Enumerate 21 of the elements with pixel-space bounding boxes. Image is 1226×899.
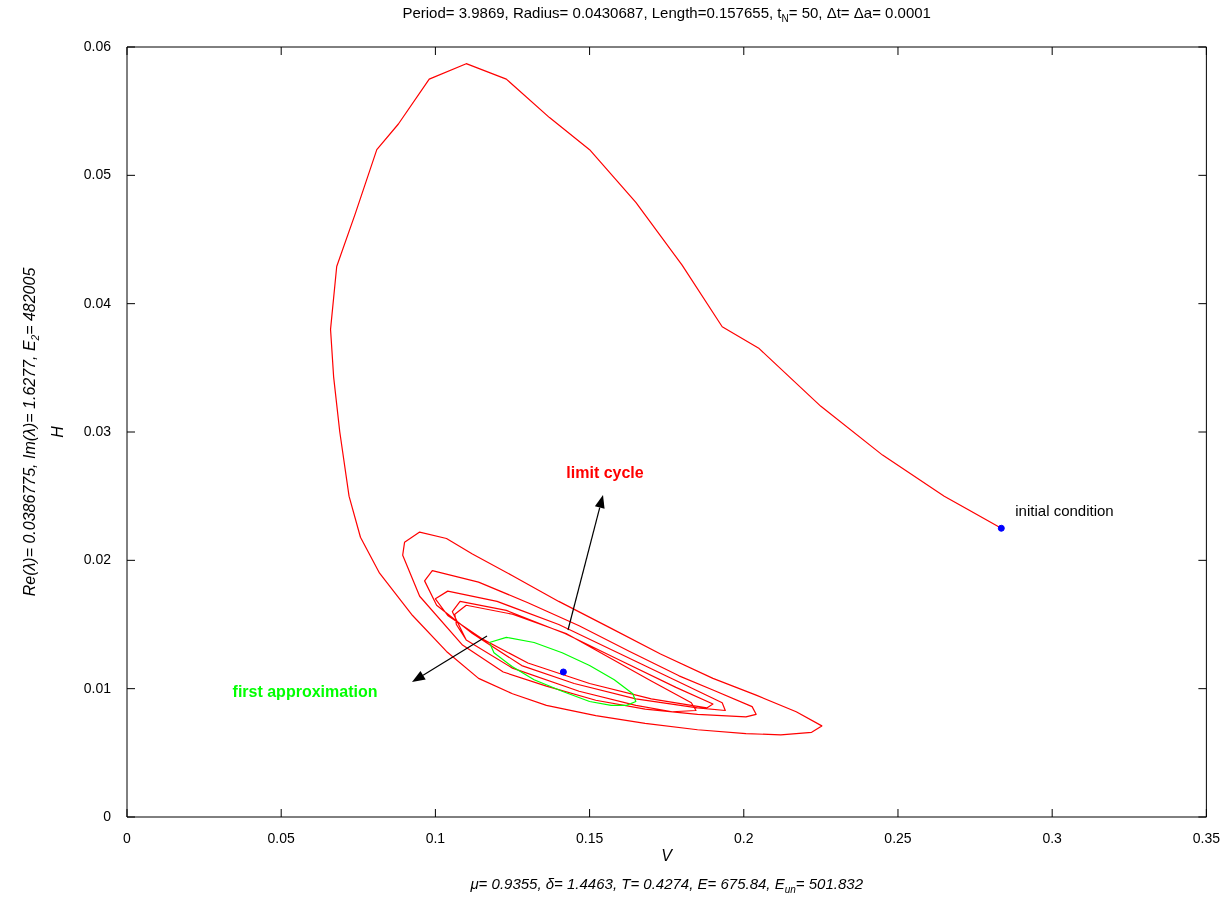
x-tick-label: 0.2 xyxy=(734,830,754,847)
y-tick-label: 0.03 xyxy=(83,422,112,439)
x-tick-label: 0.3 xyxy=(1042,830,1063,847)
annotation: first approximation xyxy=(232,683,378,701)
x-tick-label: 0.25 xyxy=(884,830,912,847)
y-tick-label: 0.04 xyxy=(83,294,112,311)
x-tick-label: 0 xyxy=(123,830,132,847)
y-tick-label: 0.06 xyxy=(83,37,112,54)
y-tick-label: 0.02 xyxy=(83,551,112,568)
y-tick-label: 0 xyxy=(103,807,112,824)
annotation: limit cycle xyxy=(566,464,644,482)
y-tick-label: 0.01 xyxy=(83,679,112,696)
x-tick-label: 0.15 xyxy=(575,830,604,847)
text: μ= 0.9355, δ= 1.4463, T= 0.4274, E= 675.84, E$_{un}$= 501.832 xyxy=(470,875,863,895)
chart-title: Period= 3.9869, Radius= 0.0430687, Length=0.157655, t$_{N}$= 50, Δt= Δa= 0.0001 xyxy=(402,4,931,24)
x-tick-label: 0.05 xyxy=(267,830,296,847)
x-tick-label: 0.1 xyxy=(425,830,446,847)
x-axis-title: V xyxy=(661,847,673,865)
y-tick-label: 0.05 xyxy=(83,166,112,183)
x-tick-label: 0.35 xyxy=(1192,830,1221,847)
annotation: initial condition xyxy=(1015,502,1114,520)
